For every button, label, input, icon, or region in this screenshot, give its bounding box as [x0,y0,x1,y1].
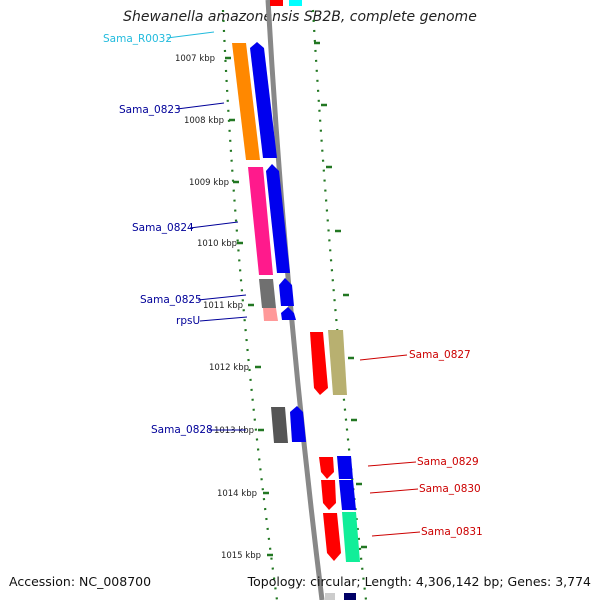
leader-sama-0823 [176,102,225,110]
feature-sama-0823-orange[interactable] [232,43,260,160]
scale-ticks-major [225,41,367,557]
feature-sama-0830-red[interactable] [321,480,336,510]
gene-label-rpsU[interactable]: rpsU [176,315,200,327]
gene-label-sama-0827[interactable]: Sama_0827 [409,349,471,361]
scale-label-1010: 1010 kbp [197,239,237,249]
feature-sama-0831-red[interactable] [323,513,341,561]
feature-top-cyan [289,0,302,6]
gene-label-sama-0830[interactable]: Sama_0830 [419,483,481,495]
feature-sama-0823-blue[interactable] [250,42,277,158]
scale-label-1014: 1014 kbp [217,489,257,499]
feature-sama-0829-blue[interactable] [337,456,353,479]
scale-label-1012: 1012 kbp [209,363,249,373]
feature-bottom-navy [344,593,356,600]
scale-label-1015: 1015 kbp [221,551,261,561]
leader-sama-0824 [189,221,239,229]
gene-label-sama-0828[interactable]: Sama_0828 [151,424,213,436]
leader-sama-r0032 [166,31,215,39]
leader-rpsU [199,316,248,322]
feature-top-red [270,0,283,6]
leader-sama-0827 [359,354,408,361]
feature-sama-0827-olive[interactable] [328,330,347,395]
feature-sama-0827-red[interactable] [310,332,328,395]
feature-sama-0829-red[interactable] [319,457,334,479]
leader-sama-0825 [197,294,247,301]
track-border-right [311,9,368,600]
leader-sama-0830 [369,488,419,494]
gene-label-sama-0824[interactable]: Sama_0824 [132,222,194,234]
map-title: Shewanella amazonensis SB2B, complete ge… [123,9,477,25]
gene-label-sama-r0032[interactable]: Sama_R0032 [103,33,172,45]
gene-label-sama-0823[interactable]: Sama_0823 [119,104,181,116]
feature-bottom-gray [325,593,335,600]
leader-sama-0829 [367,461,417,467]
feature-sama-0824-blue[interactable] [266,164,290,273]
leader-sama-0831 [371,531,421,537]
feature-rpsU-pink[interactable] [263,308,278,321]
track-border-left [221,9,279,600]
gene-label-sama-0825[interactable]: Sama_0825 [140,294,202,306]
left-features [232,42,306,443]
scale-label-1011: 1011 kbp [203,301,243,311]
label-leaders [166,31,421,537]
feature-sama-0824-pink[interactable] [248,167,273,275]
feature-rpsU-blue[interactable] [281,307,296,320]
scale-label-1009: 1009 kbp [189,178,229,188]
gene-label-sama-0831[interactable]: Sama_0831 [421,526,483,538]
scale-label-1008: 1008 kbp [184,116,224,126]
feature-sama-0825-blue[interactable] [279,278,294,306]
topology-text: Topology: circular; Length: 4,306,142 bp… [247,574,591,589]
feature-sama-0828-gray[interactable] [271,407,288,443]
right-features [310,330,360,562]
feature-sama-0830-blue[interactable] [339,480,356,510]
genome-backbone [265,0,325,600]
feature-sama-0828-blue[interactable] [290,406,306,442]
gene-label-sama-0829[interactable]: Sama_0829 [417,456,479,468]
scale-label-1007: 1007 kbp [175,54,215,64]
feature-sama-0825-gray[interactable] [259,279,276,308]
feature-sama-0831-green[interactable] [342,512,360,562]
scale-label-1013: 1013 kbp [214,426,254,436]
accession-text: Accession: NC_008700 [9,574,152,589]
